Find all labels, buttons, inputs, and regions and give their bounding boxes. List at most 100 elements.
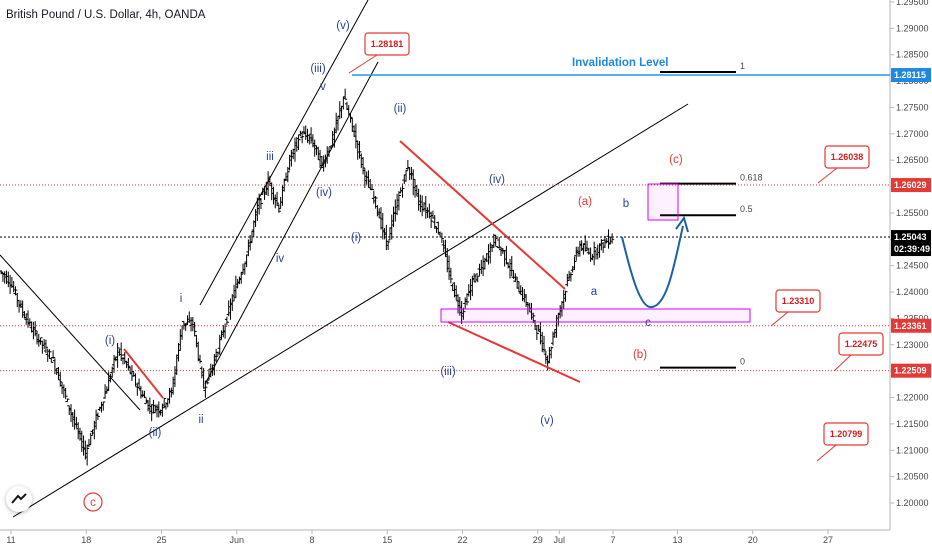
fib-level-05-label: 0.5 [740,204,753,214]
x-tick-label: 15 [382,535,392,545]
target-zone-box [647,183,679,221]
price-tag-current: 1.25043 [894,232,927,242]
wave-label-blue: (ii) [149,427,162,439]
chart-title: British Pound / U.S. Dollar, 4h, OANDA [6,9,206,21]
wave-label-blue: (iv) [489,174,505,186]
invalidation-label: Invalidation Level [572,57,669,69]
price-axis [890,0,932,550]
wave-label-blue: ii [198,414,203,426]
wave-label-blue: b [623,198,629,210]
downtrend-line-left [0,254,141,411]
fib-level-0618-label: 0.618 [740,173,763,183]
callout-level-zone-box [775,289,821,313]
wave-label-blue: (v) [540,415,554,427]
price-tag-invalidation-bg [891,68,931,83]
y-tick-label: 1.22000 [896,393,929,403]
x-tick-label: Jun [229,535,244,545]
wave-label-blue: (i) [105,335,115,347]
x-tick-label: Jul [553,535,565,545]
circle-wave-label: c [90,497,96,509]
price-tag-zone-bg [891,318,931,333]
price-tag-0618-bg [891,178,931,193]
x-tick-label: 18 [81,535,91,545]
y-tick-label: 1.24000 [896,287,929,297]
callout-high: 1.28181 [371,39,404,49]
wave-label-blue: v [320,81,326,93]
y-tick-label: 1.21000 [896,445,929,455]
x-tick-label: 7 [610,535,615,545]
callout-low-pointer [816,444,837,462]
chart-logo-icon [11,493,27,504]
channel-upper-line [199,0,369,306]
y-tick-label: 1.21500 [896,419,929,429]
y-tick-label: 1.29000 [896,23,929,33]
y-tick-label: 1.23500 [896,313,929,323]
y-tick-label: 1.26500 [896,155,929,165]
red-flag-line [123,348,164,399]
wave-label-blue: c [645,317,651,329]
projected-arrow-icon [675,215,689,233]
price-tag-0618: 1.26029 [894,180,927,190]
callout-level-0-box [838,332,884,356]
y-tick-label: 1.20500 [896,472,929,482]
callout-low-box [823,422,869,446]
wave-label-red: (c) [669,154,683,166]
x-tick-label: 29 [533,535,543,545]
tradingview-logo-button[interactable] [6,486,32,512]
callout-level-0: 1.22475 [845,339,878,349]
x-tick-label: 11 [6,535,15,545]
x-tick-label: 20 [748,535,758,545]
callout-level-0-pointer [833,354,852,372]
price-tag-0: 1.22509 [894,366,927,376]
wave-label-blue: iv [276,253,285,265]
candles-group [0,88,615,466]
y-tick-label: 1.27000 [896,129,929,139]
wave-label-red: (a) [578,196,592,208]
x-tick-label: 22 [457,535,467,545]
wave-label-blue: i [180,293,183,305]
price-tag-0-bg [891,363,931,378]
x-tick-label: 25 [156,535,166,545]
main-uptrend-line [12,103,689,518]
y-tick-label: 1.27500 [896,102,929,112]
callout-high-pointer [348,54,378,74]
wave-label-blue: (i) [351,232,361,244]
y-tick-label: 1.28500 [896,50,929,60]
x-tick-label: 8 [309,535,314,545]
wave-label-blue: a [591,286,598,298]
y-tick-label: 1.24500 [896,261,929,271]
y-tick-label: 1.23000 [896,340,929,350]
wedge-upper-line [399,140,566,290]
fib-level-0-label: 0 [740,357,745,367]
wave-label-blue: (iv) [316,187,332,199]
price-tag-zone: 1.23361 [894,321,927,331]
channel-lower-line [204,61,379,385]
price-tag-invalidation: 1.28115 [894,70,926,80]
callout-low: 1.20799 [830,429,863,439]
y-tick-label: 1.25500 [896,208,929,218]
wave-label-blue: iii [266,151,274,163]
callout-level-060: 1.26038 [831,152,864,162]
wedge-lower-line [447,321,581,383]
price-tag-current-bg [891,230,931,257]
callout-level-060-pointer [817,167,838,184]
callout-level-zone-pointer [770,311,789,327]
y-tick-label: 1.29500 [896,0,929,7]
wave-label-blue: (iii) [440,366,455,378]
y-tick-label: 1.20000 [896,498,929,508]
wave-label-blue: (iii) [310,63,325,75]
projected-wave-path [621,225,684,309]
wave-label-red: (b) [633,349,647,361]
support-zone-box [440,308,751,323]
x-tick-label: 13 [672,535,682,545]
price-tag-countdown: 02:39:49 [894,244,930,254]
wave-label-blue: (v) [336,20,350,32]
callout-level-060-box [824,145,870,169]
callout-high-box [364,32,410,56]
fib-level-1-label: 1 [740,61,745,71]
circle-wave-marker [83,492,103,512]
wave-label-blue: (ii) [394,103,407,115]
callout-level-zone: 1.23310 [782,296,815,306]
